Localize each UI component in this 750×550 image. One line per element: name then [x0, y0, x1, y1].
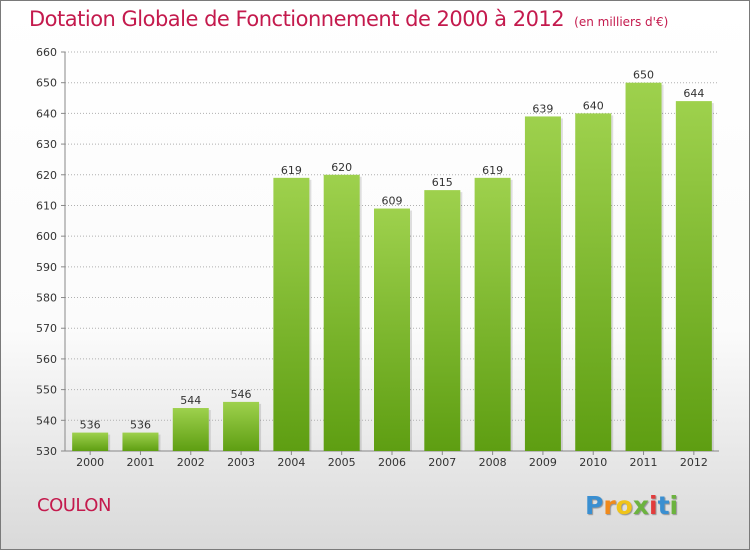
x-tick-label: 2011	[630, 456, 658, 469]
bar-value-label: 609	[382, 195, 403, 208]
bar-value-label: 536	[130, 419, 151, 432]
x-tick-label: 2006	[378, 456, 406, 469]
y-tick-label: 550	[36, 384, 57, 397]
x-tick-label: 2002	[177, 456, 205, 469]
bar	[474, 177, 511, 452]
logo-letter: i	[669, 491, 679, 520]
chart-title: Dotation Globale de Fonctionnement de 20…	[29, 7, 668, 31]
x-tick-label: 2000	[76, 456, 104, 469]
y-tick-label: 530	[36, 445, 57, 458]
y-tick-label: 620	[36, 169, 57, 182]
value-labels: 536 536 544 546 619 620 609 615 619 639 640 650 644	[80, 69, 705, 432]
bar	[223, 401, 260, 451]
tick-labels: 530 540 550 560 570 580 590 600 610 620 630 640 650 6…	[36, 46, 708, 469]
proxiti-logo: Proxiti	[585, 491, 678, 520]
bars	[72, 82, 714, 452]
bar-value-label: 640	[583, 99, 604, 112]
y-tick-label: 630	[36, 138, 57, 151]
logo-letter: o	[615, 491, 633, 520]
logo-letter: t	[657, 491, 670, 520]
bar	[172, 408, 209, 451]
bar-value-label: 544	[180, 394, 201, 407]
x-tick-label: 2009	[529, 456, 557, 469]
bar	[675, 101, 712, 451]
bar	[323, 174, 360, 451]
bar-value-label: 615	[432, 176, 453, 189]
logo-letter: i	[649, 491, 658, 520]
y-tick-label: 590	[36, 261, 57, 274]
bar-value-label: 619	[281, 164, 302, 177]
x-tick-label: 2008	[479, 456, 507, 469]
bar	[72, 432, 109, 451]
y-tick-label: 540	[36, 414, 57, 427]
bar	[575, 113, 612, 451]
y-tick-label: 560	[36, 353, 57, 366]
bar-value-label: 644	[683, 87, 704, 100]
x-tick-label: 2001	[126, 456, 154, 469]
y-tick-label: 570	[36, 322, 57, 335]
bar-value-label: 639	[532, 102, 553, 115]
bar-value-label: 650	[633, 69, 654, 82]
x-tick-label: 2007	[428, 456, 456, 469]
y-tick-label: 640	[36, 107, 57, 120]
logo-letter: P	[585, 491, 604, 520]
bar-value-label: 546	[231, 388, 252, 401]
logo-letter: x	[632, 491, 649, 520]
chart-subtitle: (en milliers d'€)	[574, 15, 669, 29]
chart-title-text: Dotation Globale de Fonctionnement de 20…	[29, 7, 565, 31]
x-tick-label: 2012	[680, 456, 708, 469]
x-tick-label: 2004	[277, 456, 305, 469]
bar-value-label: 620	[331, 161, 352, 174]
y-tick-label: 650	[36, 77, 57, 90]
bar	[273, 177, 310, 452]
y-tick-label: 660	[36, 46, 57, 59]
x-tick-label: 2005	[328, 456, 356, 469]
bar-value-label: 536	[80, 419, 101, 432]
bar	[524, 116, 561, 451]
bar-value-label: 619	[482, 164, 503, 177]
bar	[374, 208, 410, 451]
logo-letter: r	[603, 491, 616, 520]
y-tick-label: 610	[36, 199, 57, 212]
y-tick-label: 580	[36, 292, 57, 305]
bar	[424, 190, 461, 451]
x-tick-label: 2010	[579, 456, 607, 469]
y-tick-label: 600	[36, 230, 57, 243]
bar	[122, 432, 159, 451]
x-tick-label: 2003	[227, 456, 255, 469]
bar	[625, 82, 662, 451]
commune-name: COULON	[37, 495, 111, 516]
